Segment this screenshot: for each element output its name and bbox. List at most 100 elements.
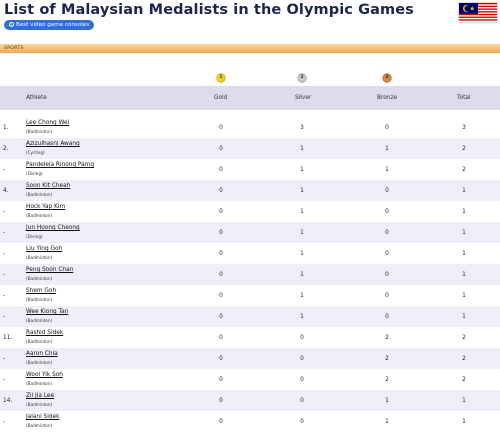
rank-cell: - — [3, 251, 6, 257]
best-consoles-link[interactable]: i Best video game consoles — [4, 20, 95, 30]
total-count: 1 — [462, 398, 466, 404]
bronze-count: 2 — [385, 356, 389, 362]
bronze-medal-icon: 3 — [383, 74, 391, 82]
rank-cell: 4. — [3, 188, 9, 194]
silver-count: 1 — [300, 188, 304, 194]
rank-cell: - — [3, 293, 6, 299]
athlete-name-link[interactable]: Aaron Chia — [26, 351, 58, 357]
athlete-sport: (Diving) — [26, 234, 43, 239]
athlete-sport: (Badminton) — [26, 402, 53, 407]
athlete-name-link[interactable]: Soon Kit Cheah — [26, 183, 71, 189]
table-row: - Shem Goh (Badminton) 0 1 0 1 — [0, 285, 500, 306]
athlete-name-link[interactable]: Liu Ying Goh — [26, 246, 63, 252]
table-row: - Liu Ying Goh (Badminton) 0 1 0 1 — [0, 243, 500, 264]
gold-count: 0 — [219, 293, 223, 299]
bronze-count: 1 — [385, 398, 389, 404]
total-count: 2 — [462, 335, 466, 341]
rank-cell: 11. — [3, 335, 13, 341]
athlete-sport: (Badminton) — [26, 255, 53, 260]
athlete-name-link[interactable]: Shem Goh — [26, 288, 57, 294]
rank-cell: - — [3, 272, 6, 278]
total-count: 1 — [462, 251, 466, 257]
sports-category-label: SPORTS — [4, 45, 24, 51]
athlete-name-link[interactable]: Lee Chong Wei — [26, 120, 70, 126]
athlete-name-link[interactable]: Wee Kiong Tan — [26, 309, 69, 315]
table-row: 14. Zii Jia Lee (Badminton) 0 0 1 1 — [0, 390, 500, 411]
bronze-count: 1 — [385, 146, 389, 152]
silver-count: 0 — [300, 335, 304, 341]
athlete-sport: (Badminton) — [26, 192, 53, 197]
athlete-name-link[interactable]: Zii Jia Lee — [26, 393, 55, 399]
silver-count: 0 — [300, 398, 304, 404]
table-row: - Hock Yap Kim (Badminton) 0 1 0 1 — [0, 201, 500, 222]
table-row: - Peng Soon Chan (Badminton) 0 1 0 1 — [0, 264, 500, 285]
gold-count: 0 — [219, 251, 223, 257]
athlete-name-link[interactable]: Wooi Yik Soh — [26, 372, 63, 378]
gold-count: 0 — [219, 167, 223, 173]
gold-count: 0 — [219, 377, 223, 383]
total-count: 3 — [462, 125, 466, 131]
athlete-sport: (Badminton) — [26, 339, 53, 344]
column-header-total: Total — [457, 95, 471, 101]
athlete-name-link[interactable]: Hock Yap Kim — [26, 204, 66, 210]
athlete-name-link[interactable]: Peng Soon Chan — [26, 267, 74, 273]
silver-count: 1 — [300, 167, 304, 173]
total-count: 2 — [462, 167, 466, 173]
silver-count: 1 — [300, 272, 304, 278]
silver-count: 1 — [300, 230, 304, 236]
column-header-bronze: Bronze — [377, 95, 398, 101]
silver-count: 1 — [300, 146, 304, 152]
gold-count: 0 — [219, 398, 223, 404]
gold-count: 0 — [219, 272, 223, 278]
column-header-silver: Silver — [295, 95, 312, 101]
total-count: 1 — [462, 272, 466, 278]
athlete-name-link[interactable]: Azizulhasni Awang — [26, 141, 80, 147]
athlete-sport: (Diving) — [26, 171, 43, 176]
rank-cell: - — [3, 209, 6, 215]
gold-count: 0 — [219, 209, 223, 215]
silver-count: 1 — [300, 293, 304, 299]
table-row: 2. Azizulhasni Awang (Cycling) 0 1 1 2 — [0, 138, 500, 159]
malaysia-flag-icon — [459, 3, 497, 22]
total-count: 1 — [462, 209, 466, 215]
bronze-count: 1 — [385, 419, 389, 425]
medal-icons-row: 1 2 3 — [0, 70, 500, 86]
total-count: 1 — [462, 419, 466, 425]
page-header: List of Malaysian Medalists in the Olymp… — [0, 0, 500, 44]
column-header-gold: Gold — [214, 95, 228, 101]
rank-cell: - — [3, 419, 6, 425]
bronze-count: 0 — [385, 230, 389, 236]
table-row: - Pandelela Rinong Pamg (Diving) 0 1 1 2 — [0, 159, 500, 180]
athlete-sport: (Cycling) — [26, 150, 45, 155]
table-row: 1. Lee Chong Wei (Badminton) 0 3 0 3 — [0, 117, 500, 138]
bronze-count: 0 — [385, 272, 389, 278]
total-count: 1 — [462, 230, 466, 236]
table-row: - Wooi Yik Soh (Badminton) 0 0 2 2 — [0, 369, 500, 390]
athlete-name-link[interactable]: Rashid Sidek — [26, 330, 64, 336]
total-count: 1 — [462, 293, 466, 299]
athlete-sport: (Badminton) — [26, 318, 53, 323]
athlete-name-link[interactable]: Jun Hoong Cheong — [26, 225, 80, 231]
table-row: - Jalani Sidek (Badminton) 0 0 1 1 — [0, 411, 500, 432]
rank-cell: 2. — [3, 146, 9, 152]
total-count: 2 — [462, 377, 466, 383]
total-count: 1 — [462, 188, 466, 194]
silver-count: 3 — [300, 125, 304, 131]
info-icon: i — [9, 22, 14, 27]
athlete-name-link[interactable]: Jalani Sidek — [26, 414, 60, 420]
table-row: - Aaron Chia (Badminton) 0 0 2 2 — [0, 348, 500, 369]
rank-cell: 1. — [3, 125, 9, 131]
athlete-sport: (Badminton) — [26, 297, 53, 302]
gold-medal-icon: 1 — [217, 74, 225, 82]
bronze-count: 2 — [385, 335, 389, 341]
column-header-athlete: Athlete — [26, 95, 47, 101]
silver-count: 1 — [300, 314, 304, 320]
gold-count: 0 — [219, 230, 223, 236]
table-header: Athlete Gold Silver Bronze Total — [0, 86, 500, 110]
rank-cell: - — [3, 314, 6, 320]
silver-count: 1 — [300, 209, 304, 215]
silver-count: 0 — [300, 356, 304, 362]
athlete-sport: (Badminton) — [26, 381, 53, 386]
athlete-name-link[interactable]: Pandelela Rinong Pamg — [26, 162, 95, 168]
page-title: List of Malaysian Medalists in the Olymp… — [4, 2, 414, 18]
